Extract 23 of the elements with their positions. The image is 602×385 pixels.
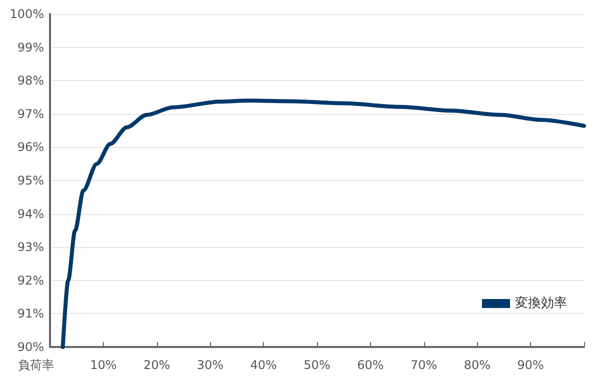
x-tick-label: 20% (143, 358, 170, 372)
x-tick-label: 70% (410, 358, 438, 372)
x-tick-label: 80% (464, 358, 491, 372)
x-axis-title: 負荷率 (18, 358, 54, 372)
y-tick-label: 96% (17, 140, 44, 154)
x-tick-label: 90% (517, 358, 544, 372)
x-tick-label: 60% (357, 358, 384, 372)
x-tick-label: 40% (250, 358, 277, 372)
y-tick-label: 92% (17, 273, 44, 288)
x-tick-label: 30% (196, 358, 224, 372)
y-tick-label: 90% (17, 340, 44, 354)
y-tick-label: 100% (10, 7, 44, 21)
legend-label: 変換効率 (515, 295, 567, 311)
x-tick-label: 10% (90, 358, 117, 372)
y-tick-label: 99% (17, 40, 44, 54)
y-tick-label: 94% (17, 206, 44, 221)
line-series (60, 98, 586, 349)
x-tick-label: 50% (304, 358, 330, 372)
y-tick-label: 91% (17, 306, 44, 321)
y-tick-label: 97% (17, 106, 44, 121)
y-tick-label: 93% (17, 240, 44, 254)
y-tick-label: 95% (17, 174, 44, 188)
y-tick-label: 98% (17, 74, 44, 88)
